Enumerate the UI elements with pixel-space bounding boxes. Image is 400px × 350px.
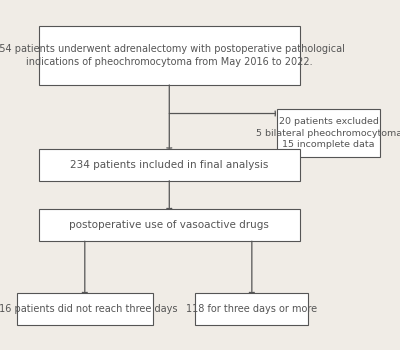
FancyBboxPatch shape <box>277 108 380 158</box>
FancyBboxPatch shape <box>39 26 300 85</box>
Text: 116 patients did not reach three days: 116 patients did not reach three days <box>0 304 177 314</box>
Text: postoperative use of vasoactive drugs: postoperative use of vasoactive drugs <box>69 220 269 230</box>
Text: 234 patients included in final analysis: 234 patients included in final analysis <box>70 160 268 170</box>
Text: 254 patients underwent adrenalectomy with postoperative pathological
indications: 254 patients underwent adrenalectomy wit… <box>0 44 345 67</box>
Text: 20 patients excluded
5 bilateral pheochromocytoma
15 incomplete data: 20 patients excluded 5 bilateral pheochr… <box>256 117 400 149</box>
FancyBboxPatch shape <box>195 293 308 326</box>
FancyBboxPatch shape <box>39 209 300 241</box>
Text: 118 for three days or more: 118 for three days or more <box>186 304 318 314</box>
FancyBboxPatch shape <box>39 149 300 181</box>
FancyBboxPatch shape <box>17 293 153 326</box>
